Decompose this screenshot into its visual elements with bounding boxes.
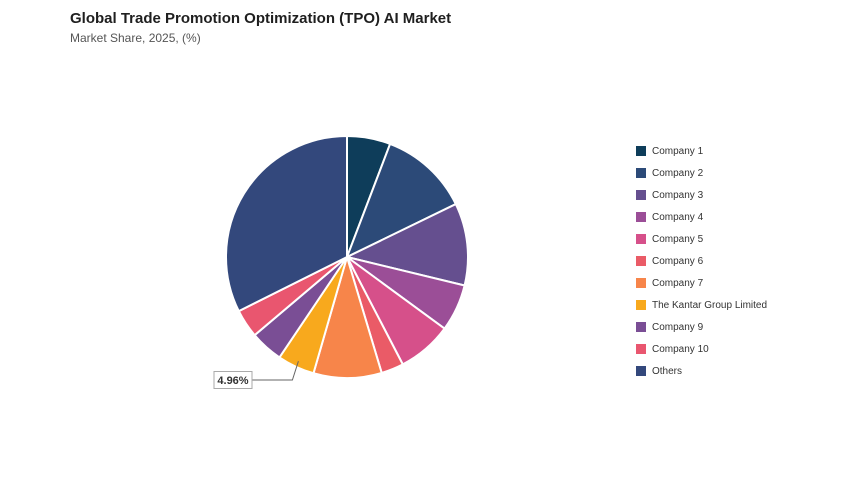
legend-swatch	[636, 256, 646, 266]
legend-item-company-4[interactable]: Company 4	[636, 206, 767, 228]
legend-item-company-9[interactable]: Company 9	[636, 316, 767, 338]
legend-item-company-1[interactable]: Company 1	[636, 140, 767, 162]
legend-label: Company 7	[652, 277, 704, 289]
legend-item-company-10[interactable]: Company 10	[636, 338, 767, 360]
legend-swatch	[636, 344, 646, 354]
pie-slice-company-2[interactable]	[345, 142, 458, 260]
chart-title: Global Trade Promotion Optimization (TPO…	[70, 10, 452, 27]
legend-label: Company 3	[652, 189, 704, 201]
legend-swatch	[636, 234, 646, 244]
legend-item-others[interactable]: Others	[636, 360, 767, 382]
legend-swatch	[636, 212, 646, 222]
legend-swatch	[636, 146, 646, 156]
data-label-box	[213, 371, 253, 389]
legend-label: The Kantar Group Limited	[652, 299, 768, 311]
legend-item-company-3[interactable]: Company 3	[636, 184, 767, 206]
legend-label: Others	[652, 365, 683, 377]
chart-subtitle: Market Share, 2025, (%)	[70, 31, 201, 45]
legend-label: Company 10	[652, 343, 709, 355]
legend-swatch	[636, 366, 646, 376]
legend-swatch	[636, 278, 646, 288]
legend-swatch	[636, 190, 646, 200]
legend-label: Company 6	[652, 255, 704, 267]
legend-item-company-6[interactable]: Company 6	[636, 250, 767, 272]
pie-slice-company-3[interactable]	[344, 202, 469, 287]
legend-label: Company 4	[652, 211, 704, 223]
legend-item-company-2[interactable]: Company 2	[636, 162, 767, 184]
legend-swatch	[636, 300, 646, 310]
chart-legend: Company 1 Company 2 Company 3 Company 4 Comp…	[636, 140, 767, 382]
legend-swatch	[636, 168, 646, 178]
pie-slices	[225, 134, 469, 379]
legend-item-company-5[interactable]: Company 5	[636, 228, 767, 250]
data-label-leader-line	[252, 361, 299, 381]
legend-label: Company 5	[652, 233, 704, 245]
pie-slice-others[interactable]	[225, 134, 348, 313]
legend-label: Company 1	[652, 145, 704, 157]
pie-callouts: 4.96%	[213, 361, 299, 389]
legend-swatch	[636, 322, 646, 332]
legend-item-company-7[interactable]: Company 7	[636, 272, 767, 294]
data-label-text: 4.96%	[217, 375, 248, 387]
legend-label: Company 9	[652, 321, 704, 333]
legend-item-the-kantar-group-limited[interactable]: The Kantar Group Limited	[636, 294, 767, 316]
legend-label: Company 2	[652, 167, 704, 179]
